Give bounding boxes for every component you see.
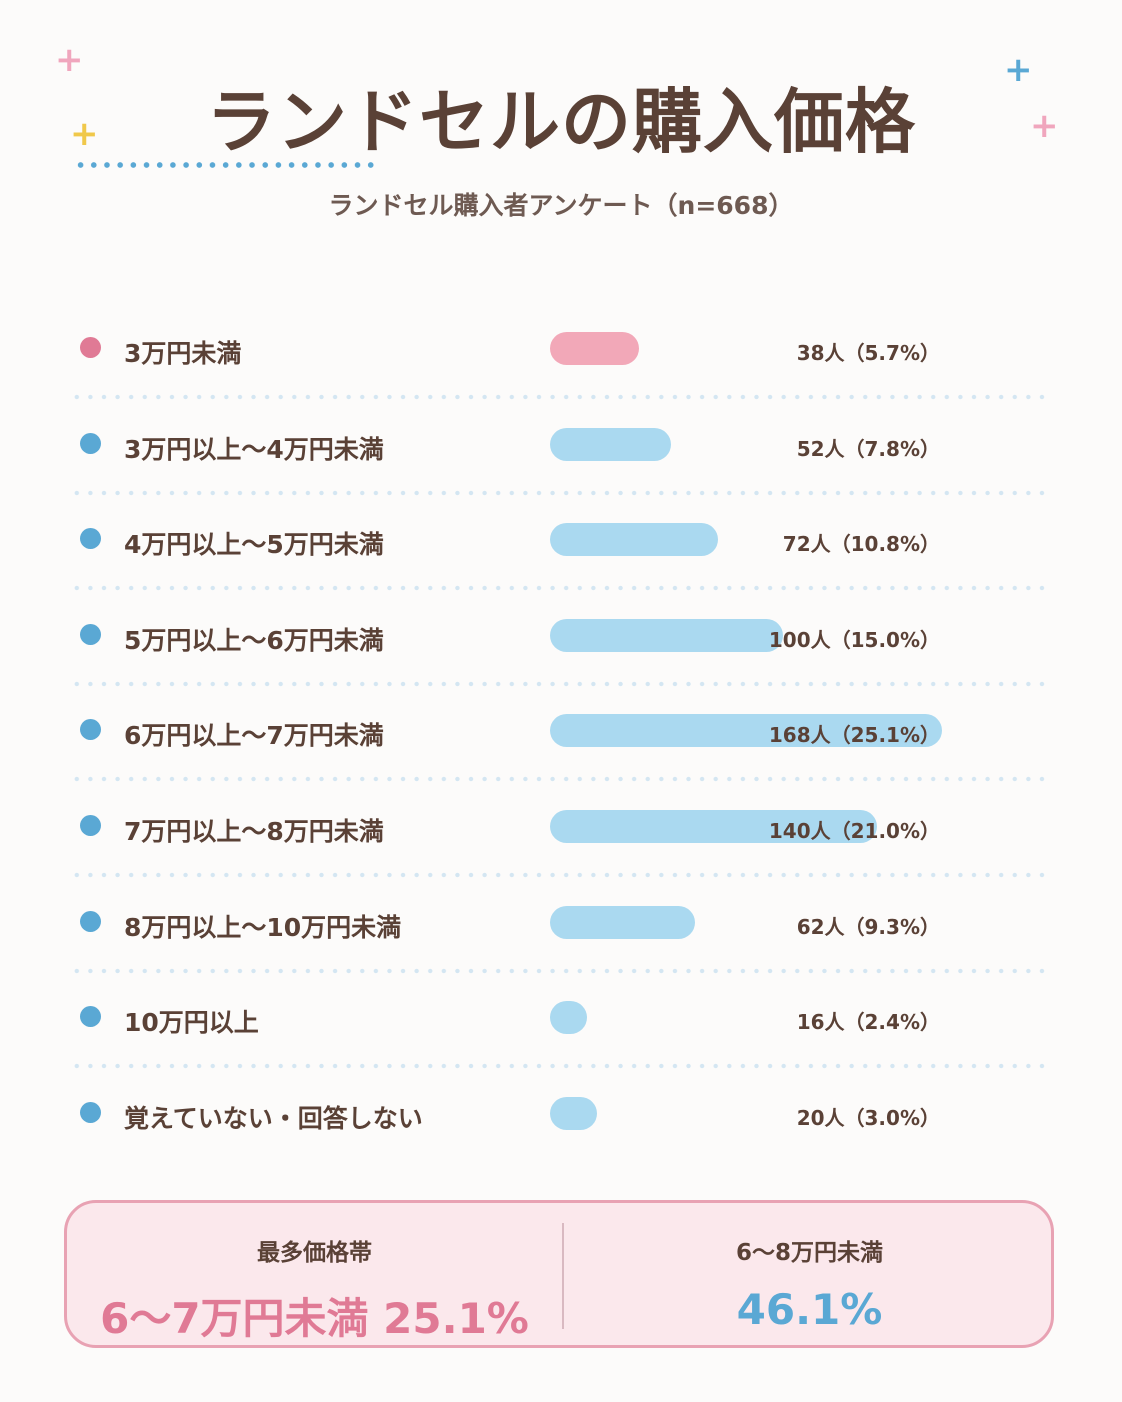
bar (550, 1001, 588, 1035)
value-label: 168人（25.1%） (768, 723, 940, 748)
value-label: 52人（7.8%） (796, 436, 940, 461)
bar (550, 618, 784, 652)
row-separator (70, 776, 1050, 783)
chart-row: 4万円以上〜5万円未満 72人（10.8%） (0, 491, 1122, 587)
category-label: 4万円以上〜5万円未満 (124, 530, 384, 560)
summary-divider (562, 1223, 564, 1329)
chart-row: 6万円以上〜7万円未満 168人（25.1%） (0, 682, 1122, 778)
category-dot (80, 528, 101, 550)
category-label: 6万円以上〜7万円未満 (124, 721, 384, 751)
bar (550, 905, 695, 939)
bar (550, 332, 639, 365)
summary-right-caption: 6〜8万円未満 (735, 1240, 883, 1266)
category-dot (80, 719, 101, 741)
bar (550, 427, 672, 461)
value-label: 62人（9.3%） (796, 914, 940, 939)
chart-row: 5万円以上〜6万円未満 100人（15.0%） (0, 587, 1122, 683)
bar (550, 810, 877, 843)
summary-left-caption: 最多価格帯 (257, 1240, 372, 1266)
row-separator (70, 680, 1050, 687)
row-separator (70, 585, 1050, 592)
category-dot (80, 1006, 101, 1028)
value-label: 16人（2.4%） (796, 1010, 940, 1035)
category-dot (80, 623, 101, 645)
bar (550, 523, 718, 557)
bar (550, 1096, 597, 1130)
category-label: 10万円以上 (124, 1008, 259, 1038)
summary-left-value: 6〜7万円未満 25.1% (100, 1294, 529, 1343)
plus-pink-top-left: + (55, 40, 84, 80)
category-label: 5万円以上〜6万円未満 (124, 625, 384, 655)
row-separator (70, 394, 1050, 400)
summary-box: 最多価格帯 6〜7万円未満 25.1% 6〜8万円未満 46.1% (64, 1200, 1054, 1348)
category-label: 3万円以上〜4万円未満 (124, 434, 384, 464)
value-label: 38人（5.7%） (796, 341, 940, 365)
chart-subtitle: ランドセル購入者アンケート（n=668） (328, 191, 794, 220)
value-label: 20人（3.0%） (796, 1105, 940, 1130)
title-dotted-underline (74, 160, 374, 170)
category-label: 8万円以上〜10万円未満 (124, 912, 402, 942)
category-dot (80, 1101, 101, 1123)
category-label: 7万円以上〜8万円未満 (124, 817, 384, 846)
plus-pink-right: + (1030, 106, 1059, 146)
value-label: 72人（10.8%） (782, 532, 940, 557)
plus-blue-top-right: + (1004, 50, 1033, 90)
row-separator (70, 967, 1050, 974)
row-separator (70, 1063, 1050, 1070)
category-label: 3万円未満 (124, 339, 242, 368)
category-dot (80, 815, 101, 836)
row-separator (70, 489, 1050, 496)
value-label: 140人（21.0%） (768, 819, 940, 843)
summary-right-value: 46.1% (736, 1285, 883, 1334)
category-dot (80, 910, 101, 932)
bar (550, 714, 942, 748)
plus-yellow-left: + (70, 114, 99, 154)
category-label: 覚えていない・回答しない (124, 1103, 423, 1133)
chart-row: 10万円以上 16人（2.4%） (0, 969, 1122, 1065)
chart-title: ランドセルの購入価格 (206, 81, 916, 163)
category-dot (80, 432, 101, 454)
value-label: 100人（15.0%） (768, 627, 940, 652)
chart-row: 8万円以上〜10万円未満 62人（9.3%） (0, 874, 1122, 970)
row-separator (70, 872, 1050, 878)
category-dot (80, 337, 101, 358)
chart-row: 3万円未満 38人（5.7%） (0, 300, 1122, 396)
chart-row: 覚えていない・回答しない 20人（3.0%） (0, 1065, 1122, 1161)
chart-row: 7万円以上〜8万円未満 140人（21.0%） (0, 778, 1122, 874)
chart-row: 3万円以上〜4万円未満 52人（7.8%） (0, 396, 1122, 492)
